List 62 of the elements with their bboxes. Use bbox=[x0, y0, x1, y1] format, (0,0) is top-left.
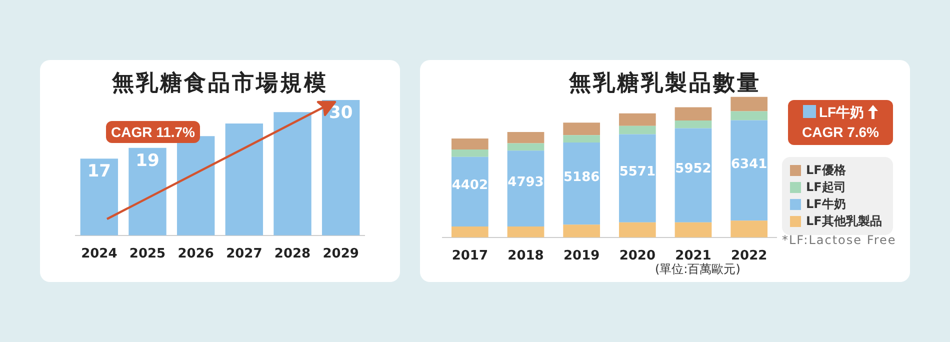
data-label: 6341 bbox=[730, 156, 768, 172]
data-label: 5186 bbox=[563, 170, 600, 185]
bar bbox=[451, 138, 488, 150]
x-tick-label: 2025 bbox=[129, 246, 166, 262]
bar bbox=[451, 156, 488, 226]
bar bbox=[225, 123, 264, 236]
bar bbox=[618, 134, 656, 222]
annotation: CAGR 11.7% bbox=[106, 121, 200, 143]
x-tick-label: 2020 bbox=[619, 248, 656, 264]
x-tick-label: 2022 bbox=[730, 248, 768, 264]
x-tick-label: 2021 bbox=[675, 248, 712, 264]
bar bbox=[563, 224, 600, 238]
bar bbox=[730, 120, 768, 221]
data-label: 19 bbox=[136, 150, 160, 171]
bar bbox=[730, 111, 768, 120]
bar bbox=[674, 222, 712, 238]
bar bbox=[730, 220, 768, 238]
x-tick-label: 2018 bbox=[508, 248, 544, 264]
bar bbox=[674, 120, 712, 128]
bar bbox=[176, 136, 215, 236]
bar bbox=[451, 149, 488, 157]
bar bbox=[274, 112, 312, 236]
bar bbox=[507, 143, 544, 151]
data-label: 5952 bbox=[675, 162, 712, 177]
data-label: 30 bbox=[328, 102, 353, 123]
x-tick-label: 2028 bbox=[274, 246, 311, 262]
bar bbox=[618, 222, 656, 238]
bar bbox=[674, 128, 712, 222]
bar bbox=[128, 148, 166, 236]
bar bbox=[451, 226, 488, 238]
legend-label: LF其他乳製品 bbox=[805, 213, 883, 230]
x-tick-label: 2027 bbox=[226, 246, 262, 262]
bar bbox=[322, 100, 360, 236]
bar bbox=[563, 122, 600, 136]
bar bbox=[563, 135, 600, 143]
text: *LF:Lactose Free bbox=[782, 233, 896, 247]
legend-label: LF起司 bbox=[805, 179, 847, 196]
bar bbox=[674, 107, 712, 120]
bar bbox=[507, 226, 544, 238]
bar bbox=[730, 96, 768, 112]
data-label: 4402 bbox=[452, 178, 488, 194]
bar bbox=[80, 158, 118, 236]
bar bbox=[507, 150, 544, 226]
chart-title: 無乳糖食品市場規模 bbox=[110, 70, 329, 98]
text: LF牛奶 bbox=[818, 103, 866, 122]
chart-title: 無乳糖乳製品數量 bbox=[568, 70, 762, 98]
data-label: 5571 bbox=[619, 164, 656, 180]
legend-label: LF牛奶 bbox=[805, 196, 847, 213]
x-tick-label: 2026 bbox=[178, 246, 214, 262]
bar bbox=[563, 142, 600, 225]
x-tick-label: 2029 bbox=[322, 246, 359, 262]
bar bbox=[618, 113, 656, 126]
text: (單位:百萬歐元) bbox=[655, 261, 740, 278]
x-tick-label: 2017 bbox=[452, 248, 488, 264]
data-label: 17 bbox=[87, 162, 112, 182]
x-tick-label: 2024 bbox=[81, 246, 118, 262]
bar bbox=[618, 126, 656, 134]
bar bbox=[507, 132, 544, 144]
x-tick-label: 2019 bbox=[563, 248, 600, 264]
text: CAGR 7.6% bbox=[800, 123, 880, 142]
data-label: 4793 bbox=[508, 174, 544, 190]
legend-label: LF優格 bbox=[805, 162, 847, 179]
